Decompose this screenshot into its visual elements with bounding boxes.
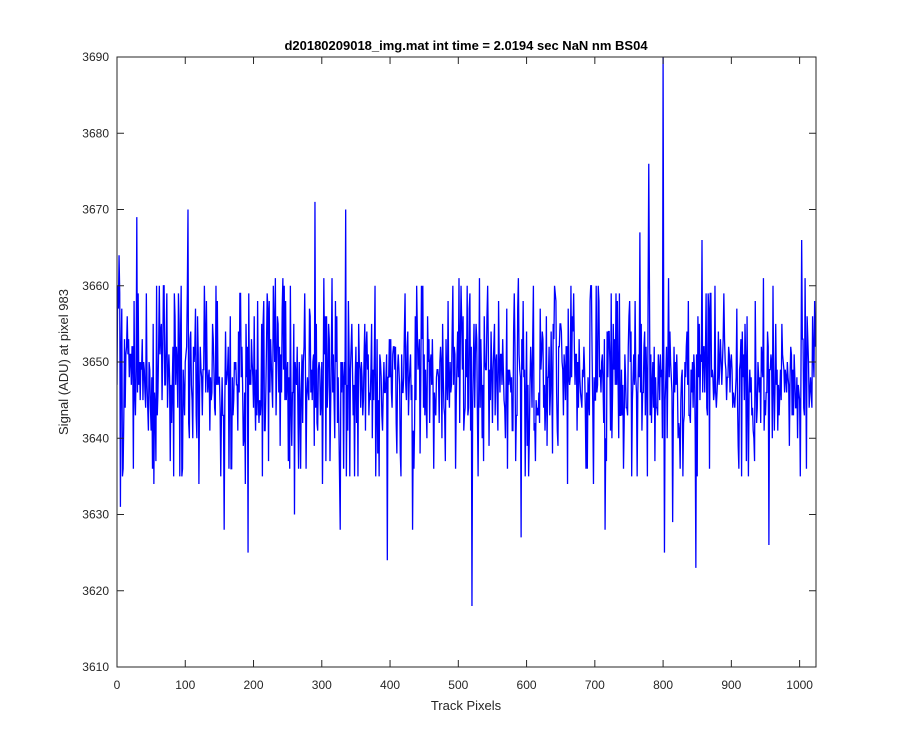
signal-series — [117, 57, 816, 607]
y-tick-label: 3620 — [82, 584, 109, 598]
chart-title: d20180209018_img.mat int time = 2.0194 s… — [284, 38, 648, 53]
x-tick-label: 600 — [517, 678, 537, 692]
y-tick-label: 3690 — [82, 50, 109, 64]
x-tick-label: 0 — [114, 678, 121, 692]
signal-line — [117, 57, 816, 607]
x-tick-label: 100 — [175, 678, 195, 692]
x-tick-label: 800 — [653, 678, 673, 692]
x-tick-label: 900 — [721, 678, 741, 692]
x-tick-label: 400 — [380, 678, 400, 692]
y-tick-label: 3610 — [82, 660, 109, 674]
x-tick-label: 300 — [312, 678, 332, 692]
y-tick-label: 3630 — [82, 508, 109, 522]
x-tick-label: 700 — [585, 678, 605, 692]
x-tick-label: 500 — [448, 678, 468, 692]
x-tick-label: 200 — [244, 678, 264, 692]
y-tick-label: 3640 — [82, 431, 109, 445]
y-tick-label: 3680 — [82, 126, 109, 140]
y-tick-label: 3670 — [82, 203, 109, 217]
y-tick-label: 3650 — [82, 355, 109, 369]
x-tick-label: 1000 — [786, 678, 813, 692]
y-tick-label: 3660 — [82, 279, 109, 293]
y-axis: 3610 3620 3630 3640 3650 3660 3670 3680 3690 — [82, 50, 816, 674]
x-axis-label: Track Pixels — [431, 698, 502, 713]
x-axis: 0 100 200 300 400 500 600 700 800 900 1000 — [114, 57, 813, 692]
y-axis-label: Signal (ADU) at pixel 983 — [56, 289, 71, 435]
